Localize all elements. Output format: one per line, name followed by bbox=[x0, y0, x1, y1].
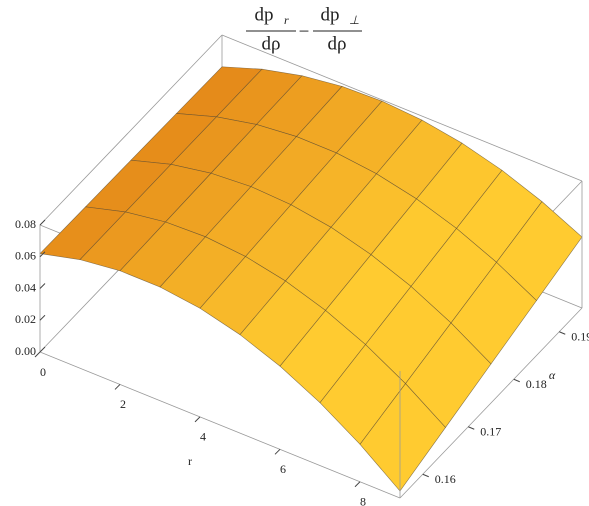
box-edge bbox=[39, 351, 401, 499]
x-tick-label: 8 bbox=[360, 495, 366, 506]
z-tick bbox=[39, 346, 46, 353]
z-tick-label: 0.02 bbox=[15, 312, 36, 326]
x-tick-label: 2 bbox=[120, 397, 126, 411]
y-tick bbox=[422, 473, 429, 478]
y-tick bbox=[468, 426, 475, 430]
z-tick bbox=[39, 283, 46, 289]
title-subscript: r bbox=[284, 13, 289, 27]
x-tick bbox=[194, 416, 201, 423]
z-tick-label: 0.06 bbox=[15, 249, 36, 263]
title-numerator: dp bbox=[321, 4, 340, 25]
z-tick bbox=[39, 219, 46, 226]
y-axis-label: α bbox=[549, 368, 556, 382]
x-tick-label: 4 bbox=[200, 430, 206, 444]
y-tick-label: 0.17 bbox=[480, 425, 501, 439]
x-tick-label: 6 bbox=[280, 462, 286, 476]
y-tick bbox=[513, 378, 520, 383]
z-tick bbox=[39, 251, 46, 258]
x-tick bbox=[354, 481, 361, 488]
box-edge bbox=[39, 34, 223, 226]
z-tick-label: 0.08 bbox=[15, 217, 36, 231]
surface-patch bbox=[359, 383, 446, 492]
x-tick bbox=[114, 384, 121, 390]
z-tick bbox=[39, 314, 46, 321]
x-axis-label: r bbox=[188, 454, 192, 468]
title-operator: − bbox=[299, 21, 310, 42]
title-subscript: ⊥ bbox=[349, 13, 359, 27]
y-tick-label: 0.18 bbox=[526, 377, 547, 391]
y-tick bbox=[559, 331, 566, 335]
z-tick-label: 0.04 bbox=[15, 280, 36, 294]
x-tick-label: 0 bbox=[40, 365, 46, 379]
y-tick-label: 0.19 bbox=[571, 330, 589, 344]
z-tick-label: 0.00 bbox=[15, 344, 36, 358]
y-tick-label: 0.16 bbox=[435, 472, 456, 486]
x-tick bbox=[274, 448, 281, 455]
title-numerator: dp bbox=[255, 4, 274, 25]
title-denominator: dρ bbox=[262, 33, 281, 54]
x-tick bbox=[34, 351, 41, 358]
box-edge bbox=[399, 307, 583, 499]
title: dp r dρ − dp ⊥ dρ bbox=[246, 4, 362, 54]
title-denominator: dρ bbox=[328, 33, 347, 54]
box-edge bbox=[221, 34, 583, 182]
